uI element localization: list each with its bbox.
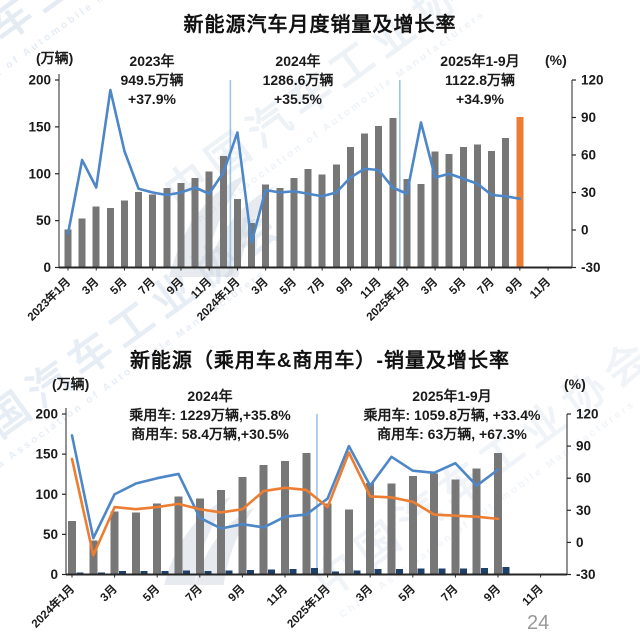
annotation-growth: +37.9% xyxy=(128,91,176,107)
annotation-2025-pv-cv: 2025年1-9月 乘用车: 1059.8万辆, +33.4% 商用车: 63万… xyxy=(363,387,540,444)
annotation-growth: +35.5% xyxy=(274,91,322,107)
svg-text:11月: 11月 xyxy=(527,275,553,301)
annotation-2024: 2024年 1286.6万辆 +35.5% xyxy=(263,52,334,109)
chart2-right-axis-unit: (%) xyxy=(564,376,586,392)
annotation-passenger: 乘用车: 1059.8万辆, +33.4% xyxy=(363,407,541,423)
annotation-year: 2024年 xyxy=(187,388,233,404)
annotation-total: 1286.6万辆 xyxy=(262,72,334,88)
svg-text:9月: 9月 xyxy=(481,582,503,604)
svg-text:11月: 11月 xyxy=(264,582,290,608)
svg-text:5月: 5月 xyxy=(447,275,469,297)
svg-text:120: 120 xyxy=(576,407,599,422)
svg-text:11月: 11月 xyxy=(358,275,384,301)
svg-text:50: 50 xyxy=(36,213,51,228)
svg-text:120: 120 xyxy=(581,73,604,88)
pv-cv-chart: 0 50 100 150 200 -30 0 30 60 90 120 2024年1月 3月 5月 7月 9月… xyxy=(28,407,598,631)
chart2-title: 新能源（乘用车&商用车）-销量及增长率 xyxy=(129,350,511,372)
svg-text:3月: 3月 xyxy=(418,275,440,297)
svg-text:150: 150 xyxy=(28,119,51,134)
svg-text:3月: 3月 xyxy=(80,275,102,297)
svg-text:3月: 3月 xyxy=(98,582,120,604)
annotation-year: 2025年1-9月 xyxy=(412,388,492,404)
annotation-2023: 2023年 949.5万辆 +37.9% xyxy=(120,52,183,109)
svg-text:2024年1月: 2024年1月 xyxy=(28,582,77,631)
annotation-year: 2023年 xyxy=(129,53,175,69)
svg-text:5月: 5月 xyxy=(396,582,418,604)
svg-text:2023年1月: 2023年1月 xyxy=(24,275,73,324)
svg-text:11月: 11月 xyxy=(520,582,546,608)
svg-text:30: 30 xyxy=(576,503,591,518)
annotation-2024-pv-cv: 2024年 乘用车: 1229万辆,+35.8% 商用车: 58.4万辆,+30… xyxy=(129,387,290,444)
annotation-total: 1122.8万辆 xyxy=(444,72,516,88)
svg-text:3月: 3月 xyxy=(249,275,271,297)
svg-text:60: 60 xyxy=(576,471,591,486)
monthly-sales-chart: 0 50 100 150 200 -30 0 30 60 90 120 2023年1月 3月 5月 7月 9月… xyxy=(24,73,603,324)
chart1-right-axis-unit: (%) xyxy=(545,52,567,68)
svg-text:2025年1月: 2025年1月 xyxy=(284,582,333,631)
svg-text:7月: 7月 xyxy=(439,582,461,604)
svg-text:200: 200 xyxy=(35,407,58,422)
svg-text:7月: 7月 xyxy=(136,275,158,297)
svg-text:0: 0 xyxy=(50,567,58,582)
svg-text:-30: -30 xyxy=(581,260,601,275)
svg-text:9月: 9月 xyxy=(334,275,356,297)
svg-text:5月: 5月 xyxy=(140,582,162,604)
svg-text:60: 60 xyxy=(581,148,596,163)
chart1-title: 新能源汽车月度销量及增长率 xyxy=(183,14,457,36)
annotation-commercial: 商用车: 58.4万辆,+30.5% xyxy=(131,426,289,442)
svg-text:3月: 3月 xyxy=(353,582,375,604)
svg-text:9月: 9月 xyxy=(503,275,525,297)
svg-text:7月: 7月 xyxy=(305,275,327,297)
svg-text:9月: 9月 xyxy=(164,275,186,297)
svg-text:7月: 7月 xyxy=(183,582,205,604)
annotation-2025: 2025年1-9月 1122.8万辆 +34.9% xyxy=(440,52,519,109)
svg-text:0: 0 xyxy=(576,535,584,550)
chart1-left-axis-unit: (万辆) xyxy=(36,50,74,66)
svg-text:30: 30 xyxy=(581,185,596,200)
svg-text:5月: 5月 xyxy=(108,275,130,297)
annotation-growth: +34.9% xyxy=(456,91,504,107)
page-number: 24 xyxy=(527,612,550,634)
svg-text:11月: 11月 xyxy=(188,275,214,301)
svg-text:200: 200 xyxy=(28,73,51,88)
svg-text:100: 100 xyxy=(28,166,51,181)
svg-text:50: 50 xyxy=(43,527,58,542)
svg-text:0: 0 xyxy=(43,260,51,275)
chart2-left-axis-unit: (万辆) xyxy=(52,376,90,392)
svg-text:90: 90 xyxy=(581,110,596,125)
svg-text:0: 0 xyxy=(581,223,589,238)
annotation-year: 2024年 xyxy=(275,53,321,69)
svg-text:100: 100 xyxy=(35,487,58,502)
annotation-total: 949.5万辆 xyxy=(120,72,184,88)
svg-text:7月: 7月 xyxy=(475,275,497,297)
svg-text:9月: 9月 xyxy=(226,582,248,604)
annotation-commercial: 商用车: 63万辆, +67.3% xyxy=(377,426,527,442)
svg-text:150: 150 xyxy=(35,447,58,462)
svg-text:90: 90 xyxy=(576,439,591,454)
svg-text:5月: 5月 xyxy=(277,275,299,297)
annotation-passenger: 乘用车: 1229万辆,+35.8% xyxy=(129,407,291,423)
svg-text:-30: -30 xyxy=(576,567,596,582)
annotation-year: 2025年1-9月 xyxy=(440,53,520,69)
